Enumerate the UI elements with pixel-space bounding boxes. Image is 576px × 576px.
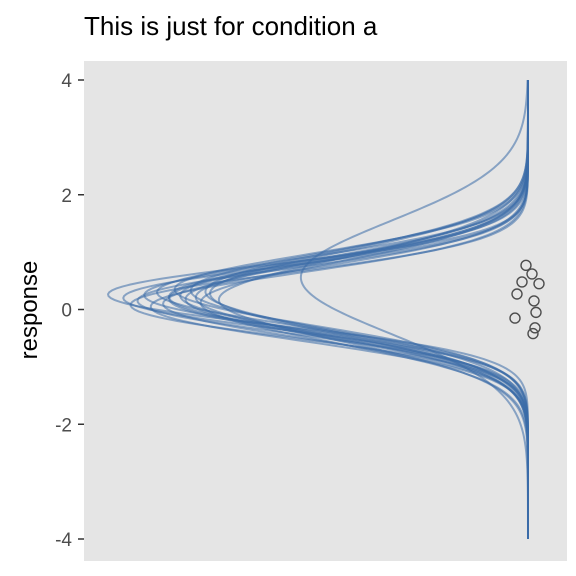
- density-curves: [106, 79, 529, 540]
- density-curve-19: [204, 80, 529, 539]
- observation-point: [533, 277, 545, 290]
- y-tick-label: 4: [61, 71, 72, 92]
- observation-point: [528, 295, 540, 307]
- chart-title: This is just for condition a: [84, 11, 378, 41]
- y-tick-label: -4: [55, 530, 72, 551]
- observation-point: [520, 259, 532, 272]
- y-tick-label: -2: [55, 415, 72, 436]
- observation-point: [526, 268, 538, 280]
- observation-point: [527, 327, 539, 340]
- observation-point: [529, 322, 541, 334]
- observation-point: [511, 288, 523, 300]
- y-tick-label: 0: [61, 301, 72, 322]
- observation-point: [509, 312, 521, 324]
- observation-point: [516, 276, 528, 288]
- observation-points: [509, 259, 545, 340]
- observation-point: [530, 306, 542, 319]
- y-tick-label: 2: [61, 186, 72, 207]
- y-axis-label: response: [16, 261, 43, 360]
- y-axis: 4 2 0 -2 -4: [55, 71, 84, 551]
